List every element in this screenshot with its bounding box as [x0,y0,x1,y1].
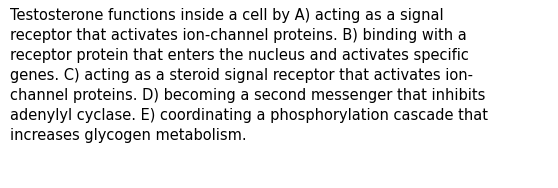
Text: Testosterone functions inside a cell by A) acting as a signal
receptor that acti: Testosterone functions inside a cell by … [10,8,488,143]
